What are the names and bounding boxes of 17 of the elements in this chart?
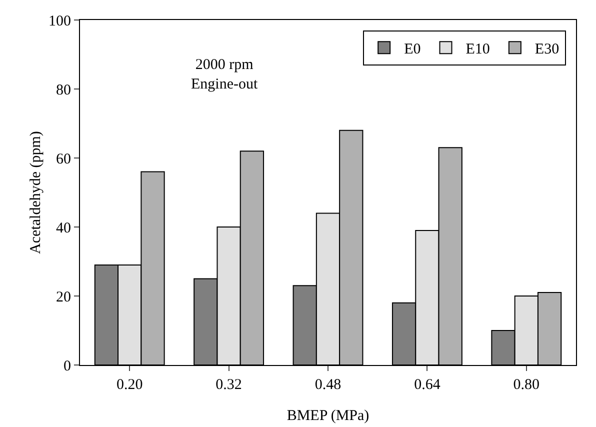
x-tick-label: 0.80 bbox=[513, 377, 540, 393]
y-tick-label: 80 bbox=[56, 82, 71, 98]
y-axis-title: Acetaldehyde (ppm) bbox=[28, 131, 44, 254]
y-tick-label: 20 bbox=[56, 289, 71, 306]
y-tick-label: 40 bbox=[56, 220, 71, 236]
x-tick-label: 0.64 bbox=[414, 377, 441, 393]
x-tick-label: 0.20 bbox=[116, 377, 143, 393]
y-tick-label: 60 bbox=[56, 151, 71, 168]
x-tick-label: 0.32 bbox=[216, 377, 242, 393]
x-tick-label: 0.48 bbox=[314, 377, 342, 393]
y-tick-label: 100 bbox=[48, 13, 71, 30]
x-axis-title: BMEP (MPa) bbox=[286, 408, 370, 424]
annotation: 2000 rpm Engine-out bbox=[191, 57, 258, 92]
legend-label: E0 bbox=[404, 41, 421, 58]
legend-label: E10 bbox=[466, 41, 490, 58]
y-tick-label: 0 bbox=[64, 358, 71, 374]
legend-label: E30 bbox=[534, 41, 560, 58]
